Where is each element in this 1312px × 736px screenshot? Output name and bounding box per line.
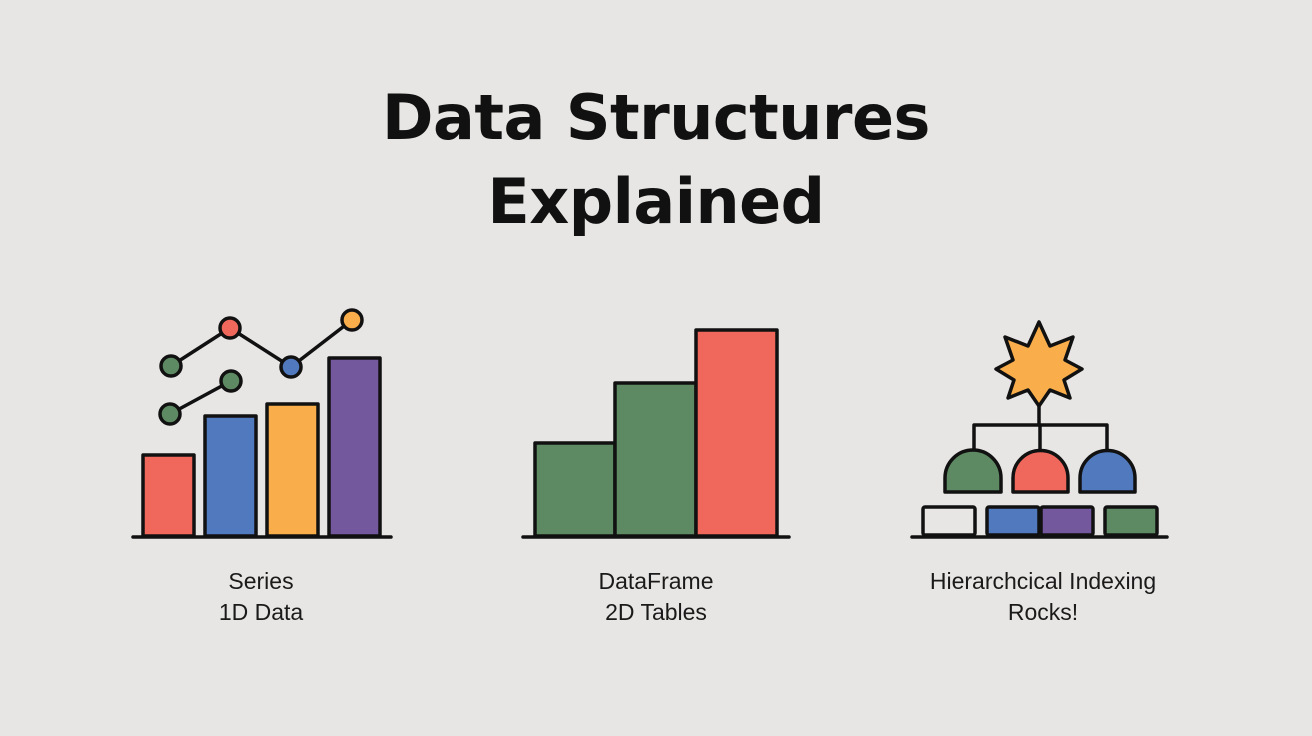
tree-node-blue [1078,448,1137,494]
dataframe-bar-green-short [533,441,617,538]
series-bar-orange [265,402,320,538]
series-illustration [131,308,393,539]
index-block-empty [921,505,977,537]
page-title: Data Structures Explained [0,76,1312,244]
index-block-purple [1039,505,1095,537]
series-bar-red [141,453,196,538]
index-block-blue [985,505,1041,537]
series-point-green [219,369,243,393]
series-point-green [159,354,183,378]
hierarchy-caption-subtitle: Rocks! [1007,599,1079,625]
title-line-2: Explained [487,165,825,238]
series-line-segment [228,326,293,369]
series-caption: Series 1D Data [101,566,421,628]
series-caption-subtitle: 1D Data [218,599,304,625]
series-point-orange [340,308,364,332]
hierarchy-illustration [910,320,1169,539]
series-point-red [218,316,242,340]
dataframe-caption: DataFrame 2D Tables [496,566,816,628]
dataframe-illustration [521,328,791,539]
dataframe-bar-green-tall [613,381,698,538]
series-point-blue [279,355,303,379]
dataframe-caption-subtitle: 2D Tables [605,599,707,625]
tree-node-red [1011,448,1070,494]
series-bar-blue [203,414,258,538]
series-bar-purple [327,356,382,538]
title-line-1: Data Structures [382,81,930,154]
hierarchy-caption: Hierarchcical Indexing Rocks! [883,566,1203,628]
dataframe-bar-red [694,328,779,538]
hierarchy-caption-title: Hierarchcical Indexing [929,568,1157,594]
dataframe-caption-title: DataFrame [598,568,714,594]
index-block-green [1103,505,1159,537]
series-caption-title: Series [228,568,294,594]
star-icon [994,320,1084,408]
series-point-green [158,402,182,426]
series-line-segment [289,318,354,369]
tree-node-green [943,448,1003,494]
